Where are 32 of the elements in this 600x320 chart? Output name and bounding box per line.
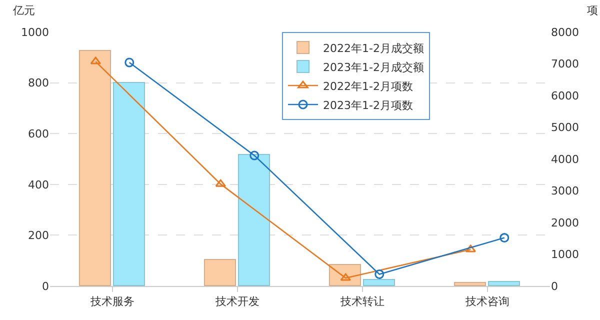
y-tick-label: 0 [42, 280, 49, 293]
y2-tick-label: 1000 [551, 248, 579, 262]
y2-tick-label: 5000 [551, 121, 579, 134]
bar [238, 154, 270, 286]
y-tick-label: 800 [28, 76, 49, 90]
y-tick-label: 600 [28, 127, 49, 140]
bar [204, 259, 236, 286]
x-tick-label: 技术咨询 [464, 295, 510, 308]
y2-tick-label: 4000 [551, 152, 579, 166]
bar [488, 281, 520, 286]
y2-tick-label: 2000 [551, 216, 579, 230]
y2-tick-label: 3000 [551, 184, 579, 198]
x-tick-label: 技术服务 [90, 295, 134, 308]
bar [363, 279, 395, 286]
legend-label: 2022年1-2月成交额 [323, 42, 424, 55]
legend-label: 2023年1-2月成交额 [323, 60, 424, 74]
legend-label: 2022年1-2月项数 [323, 80, 413, 93]
y2-axis-title: 项 [587, 4, 598, 17]
bar [454, 282, 486, 286]
bar [113, 82, 145, 286]
x-tick-label: 技术开发 [214, 295, 260, 308]
y2-tick-label: 6000 [551, 89, 579, 102]
x-tick-label: 技术转让 [340, 295, 384, 308]
y-tick-label: 1000 [21, 26, 49, 39]
y2-tick-label: 8000 [551, 26, 579, 39]
y-tick-label: 200 [28, 229, 49, 242]
bar [79, 50, 111, 286]
y2-tick-label: 7000 [551, 58, 579, 71]
y-tick-label: 400 [28, 178, 49, 192]
y2-tick-label: 0 [551, 280, 558, 293]
legend-label: 2023年1-2月项数 [323, 98, 413, 112]
y-axis-title: 亿元 [12, 4, 35, 17]
